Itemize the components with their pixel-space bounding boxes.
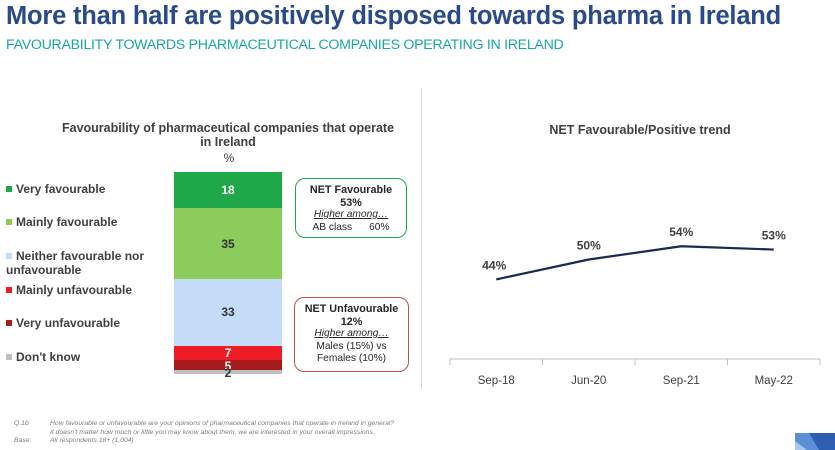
bar-segment-2 (174, 279, 282, 346)
net-favourable-title: NET Favourable (309, 184, 393, 196)
data-label-3: 53% (762, 229, 786, 243)
x-tick-label-1: Jun-20 (571, 375, 606, 387)
net-favourable-box: NET Favourable 53% Higher among… AB clas… (295, 178, 407, 238)
base-text: All respondents 18+ (1,004) (50, 437, 134, 444)
legend-label-1: Mainly favourable (16, 215, 118, 229)
net-favourable-detail-value: 60% (369, 221, 390, 233)
x-tick-label-0: Sep-18 (478, 375, 515, 387)
legend-label-5: Don't know (16, 350, 81, 364)
bar-segment-label-4: 5 (224, 358, 232, 373)
legend-label-3: Mainly unfavourable (16, 283, 133, 297)
net-unfavourable-higher: Higher among… (314, 328, 389, 339)
stacked-bar: 18 35 33 7 5 2 (174, 172, 282, 380)
page-title: More than half are positively disposed t… (6, 2, 782, 30)
legend-item-2: Neither favourable nor unfavourable (6, 249, 166, 277)
data-label-1: 50% (577, 239, 601, 253)
bar-chart-title: Favourability of pharmaceutical companie… (61, 121, 395, 149)
base-label: Base: (14, 437, 32, 444)
panel-divider (421, 88, 422, 388)
x-tick-label-3: May-22 (755, 375, 793, 387)
data-label-2: 54% (669, 225, 693, 239)
legend-item-4: Very unfavourable (6, 316, 166, 330)
net-unfavourable-detail-2: Females (10%) (316, 353, 387, 364)
legend-swatch-5 (6, 354, 12, 360)
net-favourable-value: 53% (340, 196, 362, 209)
legend-label-0: Very favourable (16, 182, 106, 196)
net-favourable-detail-row: AB class 60% (296, 222, 406, 235)
question-text-1: How favourable or unfavourable are your … (50, 420, 395, 427)
net-unfavourable-box: NET Unfavourable 12% Higher among… Males… (294, 297, 409, 372)
line-chart: 44% 50% 54% 53% Sep-18 Jun-20 Sep-21 May-22 (449, 225, 821, 387)
bar-chart-unit: % (223, 151, 235, 165)
bar-segment-label-1: 35 (221, 236, 235, 251)
bar-segment-label-5: 2 (224, 365, 232, 380)
legend-swatch-1 (6, 219, 12, 225)
legend-item-3: Mainly unfavourable (6, 283, 166, 297)
bar-segment-label-3: 7 (224, 345, 232, 360)
net-favourable-detail: AB class (312, 221, 353, 233)
net-favourable-higher: Higher among… (313, 209, 389, 220)
page-subtitle: FAVOURABILITY TOWARDS PHARMACEUTICAL COM… (6, 37, 564, 53)
legend-label-4: Very unfavourable (16, 316, 121, 330)
bar-segment-1 (174, 208, 282, 280)
legend-item-5: Don't know (6, 350, 166, 364)
bar-segment-5 (174, 369, 282, 374)
bar-segment-label-2: 33 (221, 305, 235, 320)
data-label-0: 44% (482, 258, 506, 272)
legend-item-0: Very favourable (6, 182, 166, 196)
line-chart-title: NET Favourable/Positive trend (549, 123, 731, 137)
trend-line (496, 245, 774, 281)
legend-swatch-2 (6, 253, 12, 259)
question-label: Q.1b (14, 420, 29, 427)
bar-segment-label-0: 18 (221, 183, 235, 198)
bar-segment-4 (174, 359, 282, 370)
legend-label-2: Neither favourable nor unfavourable (6, 249, 145, 277)
bar-segment-0 (174, 172, 282, 209)
brand-corner-icon (795, 433, 835, 450)
bar-segment-3 (174, 345, 282, 360)
legend-swatch-4 (6, 320, 12, 326)
question-text-2: It doesn't matter how much or little you… (50, 428, 375, 436)
legend-swatch-3 (6, 287, 12, 293)
net-unfavourable-title: NET Unfavourable (304, 303, 399, 315)
net-unfavourable-detail-1: Males (15%) vs (316, 340, 387, 352)
legend-swatch-0 (6, 186, 12, 192)
net-unfavourable-value: 12% (340, 315, 363, 328)
x-tick-label-2: Sep-21 (663, 375, 700, 387)
legend-item-1: Mainly favourable (6, 215, 166, 229)
